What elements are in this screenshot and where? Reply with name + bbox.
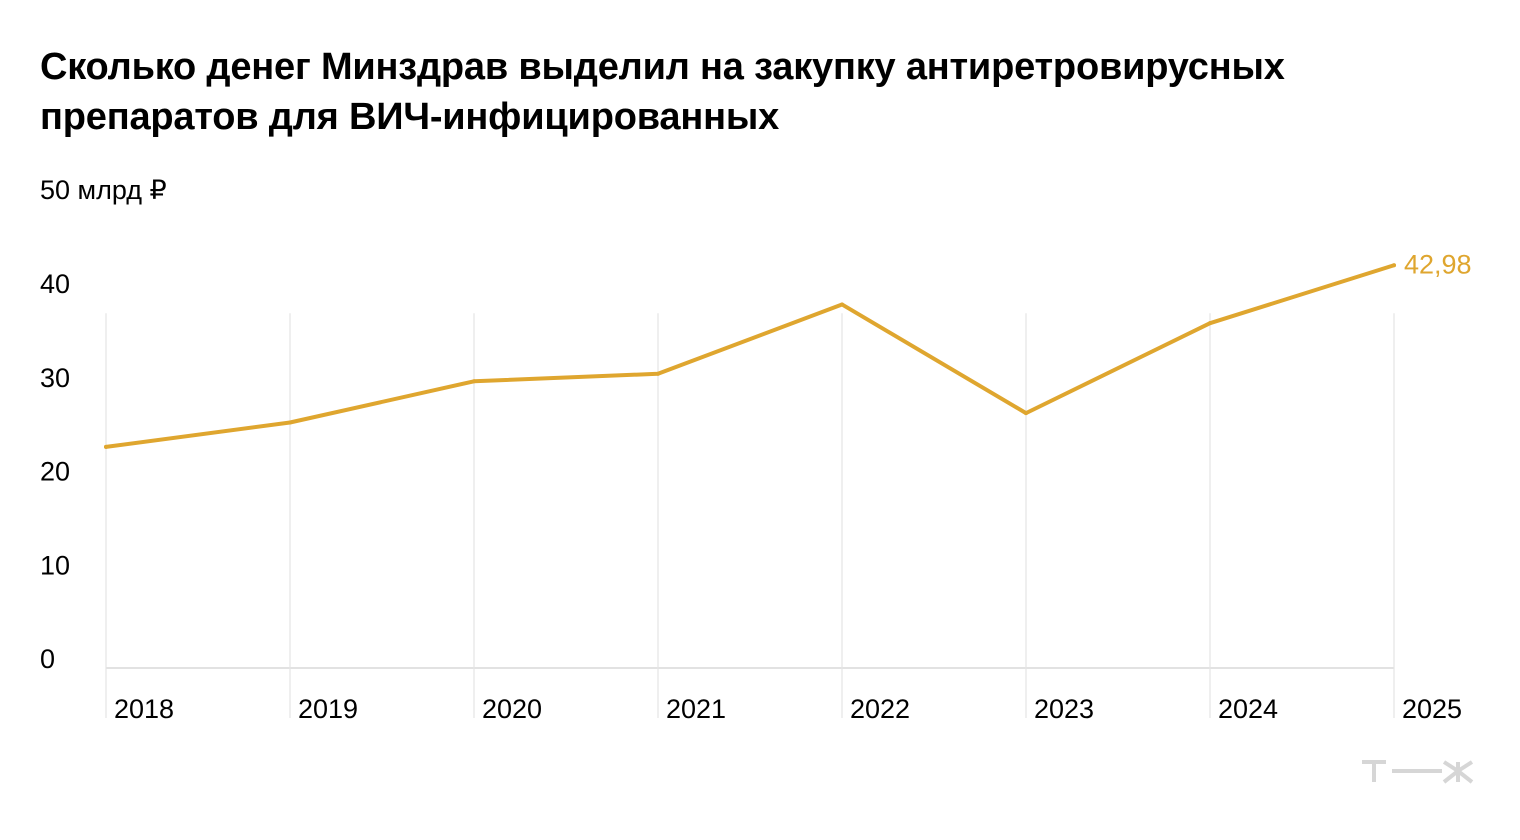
y-tick-label: 40 xyxy=(40,269,70,299)
x-tick-label: 2019 xyxy=(298,694,358,724)
x-tick-label: 2021 xyxy=(666,694,726,724)
y-unit-label: 50 млрд ₽ xyxy=(40,175,167,205)
x-tick-label: 2018 xyxy=(114,694,174,724)
series-layer: 42,98 xyxy=(104,249,1472,449)
x-tick-label: 2022 xyxy=(850,694,910,724)
y-tick-label: 0 xyxy=(40,644,55,674)
last-value-label: 42,98 xyxy=(1404,249,1472,279)
data-point xyxy=(840,302,844,307)
y-axis-labels: 50 млрд ₽ 0 10 20 30 40 xyxy=(40,175,167,674)
x-tick-label: 2024 xyxy=(1218,694,1278,724)
x-tick-label: 2025 xyxy=(1402,694,1462,724)
data-point xyxy=(656,371,660,376)
x-tick-label: 2023 xyxy=(1034,694,1094,724)
data-point xyxy=(1208,321,1212,326)
data-point xyxy=(288,420,292,425)
data-point xyxy=(104,444,108,449)
y-tick-label: 10 xyxy=(40,550,70,580)
chart-title: Сколько денег Минздрав выделил на закупк… xyxy=(40,46,1285,138)
data-point xyxy=(1024,411,1028,416)
tj-logo-icon xyxy=(1362,760,1474,784)
data-point xyxy=(1392,263,1396,268)
x-axis-labels: 2018 2019 2020 2021 2022 2023 2024 2025 xyxy=(114,694,1462,724)
data-point xyxy=(472,379,476,384)
grid-lines xyxy=(105,313,1395,718)
y-tick-label: 30 xyxy=(40,363,70,393)
y-tick-label: 20 xyxy=(40,457,70,487)
x-tick-label: 2020 xyxy=(482,694,542,724)
series-line xyxy=(104,263,1396,449)
